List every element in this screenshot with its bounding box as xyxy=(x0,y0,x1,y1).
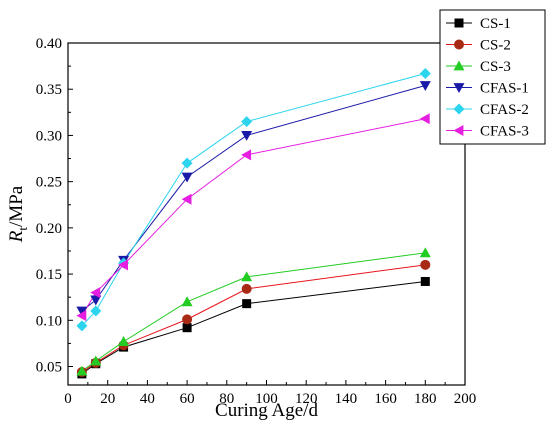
series-line xyxy=(81,85,426,312)
legend-marker xyxy=(454,18,464,28)
data-point xyxy=(76,310,87,322)
data-point xyxy=(419,81,431,92)
x-tick-label: 140 xyxy=(335,391,358,407)
series-lines xyxy=(81,73,426,375)
data-point xyxy=(90,355,102,366)
y-tick-label: 0.10 xyxy=(36,313,62,329)
data-point xyxy=(118,336,130,346)
data-point xyxy=(420,259,431,270)
data-point xyxy=(181,157,193,169)
data-point xyxy=(182,314,193,325)
x-axis-title: Curing Age/d xyxy=(215,400,318,421)
y-tick-label: 0.15 xyxy=(36,267,62,283)
y-tick-label: 0.35 xyxy=(36,82,62,98)
legend-label: CS-1 xyxy=(480,16,511,32)
y-axis: 0.05 0.10 0.15 0.20 0.25 0.30 0.35 0.40 xyxy=(36,36,73,376)
y-tick-label: 0.30 xyxy=(36,128,62,144)
legend-marker xyxy=(453,125,464,136)
data-point xyxy=(76,306,88,317)
x-tick-label: 60 xyxy=(180,391,195,407)
legend-label: CFAS-3 xyxy=(480,124,529,140)
y-axis-title: Rt/MPa xyxy=(6,185,30,243)
legend-box xyxy=(439,9,546,145)
data-point xyxy=(76,320,88,332)
x-tick-label: 120 xyxy=(295,391,318,407)
y-tick-label: 0.25 xyxy=(36,175,62,191)
data-point xyxy=(241,271,253,282)
data-point xyxy=(90,295,102,306)
data-point xyxy=(181,172,193,183)
data-point xyxy=(419,247,431,258)
x-tick-label: 0 xyxy=(64,391,72,407)
y-tick-label: 0.20 xyxy=(36,221,62,237)
x-tick-label: 100 xyxy=(255,391,278,407)
data-point xyxy=(419,113,430,125)
x-tick-label: 40 xyxy=(140,391,155,407)
plot-area-frame xyxy=(67,42,466,386)
series-line xyxy=(81,252,426,372)
y-axis-title-subscript: t xyxy=(15,227,30,231)
x-tick-label: 80 xyxy=(219,391,234,407)
data-point xyxy=(241,131,253,141)
legend-label: CS-3 xyxy=(480,59,511,75)
data-point xyxy=(241,116,253,128)
legend-label: CS-2 xyxy=(480,38,511,54)
data-point xyxy=(181,193,192,205)
series-markers xyxy=(76,68,431,379)
series-line xyxy=(81,118,426,316)
series-line xyxy=(81,280,426,375)
legend-label: CFAS-2 xyxy=(480,102,529,118)
legend: CS-1 CS-2 CS-3 CFAS-1 CFAS-2 CFAS-3 xyxy=(439,9,546,145)
y-axis-title-unit: /MPa xyxy=(6,185,27,227)
data-point xyxy=(182,323,192,333)
data-point xyxy=(241,149,252,161)
y-tick-label: 0.05 xyxy=(36,360,62,376)
legend-marker xyxy=(453,103,465,115)
legend-label: CFAS-1 xyxy=(480,81,529,97)
data-point xyxy=(181,296,193,307)
data-point xyxy=(90,287,101,299)
x-tick-label: 180 xyxy=(414,391,437,407)
x-tick-label: 200 xyxy=(454,391,477,407)
data-point xyxy=(118,259,128,271)
data-point xyxy=(419,68,431,80)
y-axis-title-symbol: R xyxy=(6,230,27,243)
legend-marker xyxy=(453,83,465,93)
data-point xyxy=(241,283,252,294)
y-tick-label: 0.40 xyxy=(36,36,62,52)
legend-marker xyxy=(453,60,465,71)
data-point xyxy=(420,276,430,286)
x-axis: 0 20 40 60 80 100 120 140 160 180 200 xyxy=(64,380,476,407)
series-line xyxy=(81,264,426,373)
x-tick-label: 20 xyxy=(100,391,115,407)
data-point xyxy=(76,365,88,376)
data-point xyxy=(242,299,252,309)
x-tick-label: 160 xyxy=(374,391,397,407)
legend-marker xyxy=(454,39,464,50)
data-point xyxy=(90,305,102,317)
